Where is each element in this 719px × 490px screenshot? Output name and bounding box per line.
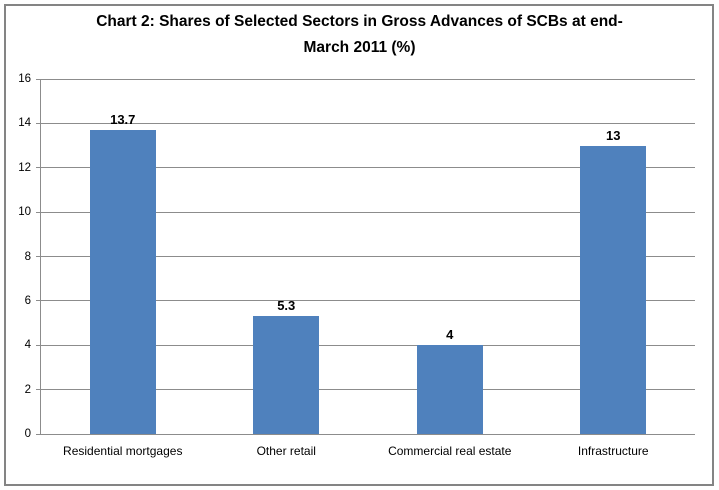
y-tick-mark (36, 433, 41, 435)
y-tick-label: 8 (24, 250, 31, 263)
x-category-label: Residential mortgages (63, 444, 183, 458)
bar (89, 130, 156, 434)
y-tick-mark (36, 167, 41, 169)
x-category-label: Other retail (256, 444, 316, 458)
gridline (41, 167, 695, 169)
chart-title-line-1: Chart 2: Shares of Selected Sectors in G… (96, 13, 623, 30)
plot-area: 13.7 5.3 4 13 (36, 78, 695, 435)
bar-value-label: 13.7 (110, 112, 136, 128)
y-axis-line (40, 79, 41, 435)
y-tick-label: 4 (24, 339, 31, 352)
y-tick-mark (36, 78, 41, 80)
gridline (41, 389, 695, 391)
y-tick-label: 16 (18, 73, 31, 85)
x-category-label: Commercial real estate (388, 444, 512, 458)
bar (253, 316, 320, 434)
y-tick-mark (36, 344, 41, 346)
y-tick-mark (36, 122, 41, 124)
bar (580, 145, 647, 434)
gridline (41, 122, 695, 124)
gridline (41, 300, 695, 302)
bar-value-label: 13 (606, 127, 621, 143)
x-category-label: Infrastructure (577, 444, 649, 458)
bar (416, 345, 483, 434)
bar-value-label: 4 (446, 327, 454, 343)
y-tick-label: 0 (24, 428, 31, 440)
y-tick-mark (36, 300, 41, 302)
x-axis-line (40, 434, 695, 435)
y-tick-label: 10 (18, 206, 31, 219)
gridline (41, 211, 695, 213)
gridline (41, 78, 695, 80)
y-tick-label: 2 (24, 383, 31, 396)
y-tick-mark (36, 256, 41, 257)
y-tick-label: 14 (18, 117, 31, 130)
y-tick-mark (36, 211, 41, 213)
y-tick-mark (36, 389, 41, 391)
bar-value-label: 5.3 (277, 298, 296, 314)
y-tick-label: 6 (24, 294, 31, 307)
chart-title-line-2: March 2011 (%) (303, 39, 416, 56)
y-tick-label: 12 (18, 161, 31, 174)
gridline (41, 344, 695, 346)
chart-title: Chart 2: Shares of Selected Sectors in G… (0, 9, 719, 61)
gridline (41, 256, 695, 257)
